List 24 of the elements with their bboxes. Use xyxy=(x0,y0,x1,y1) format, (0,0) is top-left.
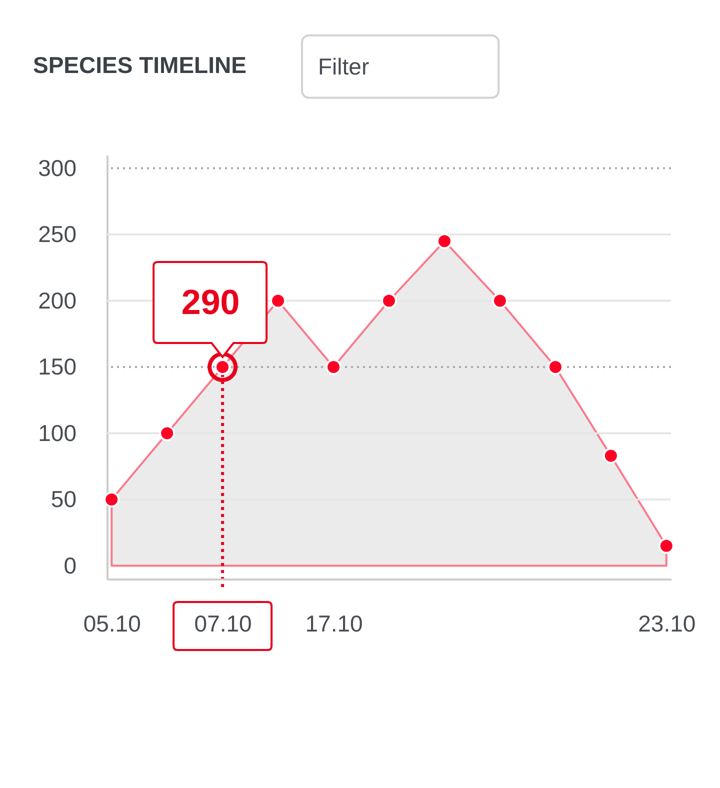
x-tick-label: 07.10 xyxy=(194,610,252,636)
text: Filter xyxy=(318,54,370,80)
y-tick-label: 50 xyxy=(50,486,76,512)
point xyxy=(658,538,674,554)
y-tick-label: 200 xyxy=(38,287,76,314)
annotation: 290 xyxy=(181,283,240,322)
point xyxy=(547,359,564,375)
point xyxy=(270,292,286,309)
point xyxy=(159,425,176,442)
point xyxy=(492,292,508,309)
point xyxy=(436,233,452,250)
y-tick-label: 150 xyxy=(38,354,76,380)
y-tick-label: 0 xyxy=(64,552,76,578)
y-tick-label: 250 xyxy=(38,221,76,247)
point xyxy=(326,359,342,375)
x-tick-label: 05.10 xyxy=(83,610,141,636)
x-tick-label: 23.10 xyxy=(638,610,696,636)
point xyxy=(104,492,120,508)
point xyxy=(381,292,397,309)
point xyxy=(602,448,619,464)
y-tick-label: 300 xyxy=(38,154,76,181)
chart-title: SPECIES TIMELINE xyxy=(33,52,246,78)
y-tick-label: 100 xyxy=(38,420,76,446)
x-tick-label: 17.10 xyxy=(305,610,363,636)
